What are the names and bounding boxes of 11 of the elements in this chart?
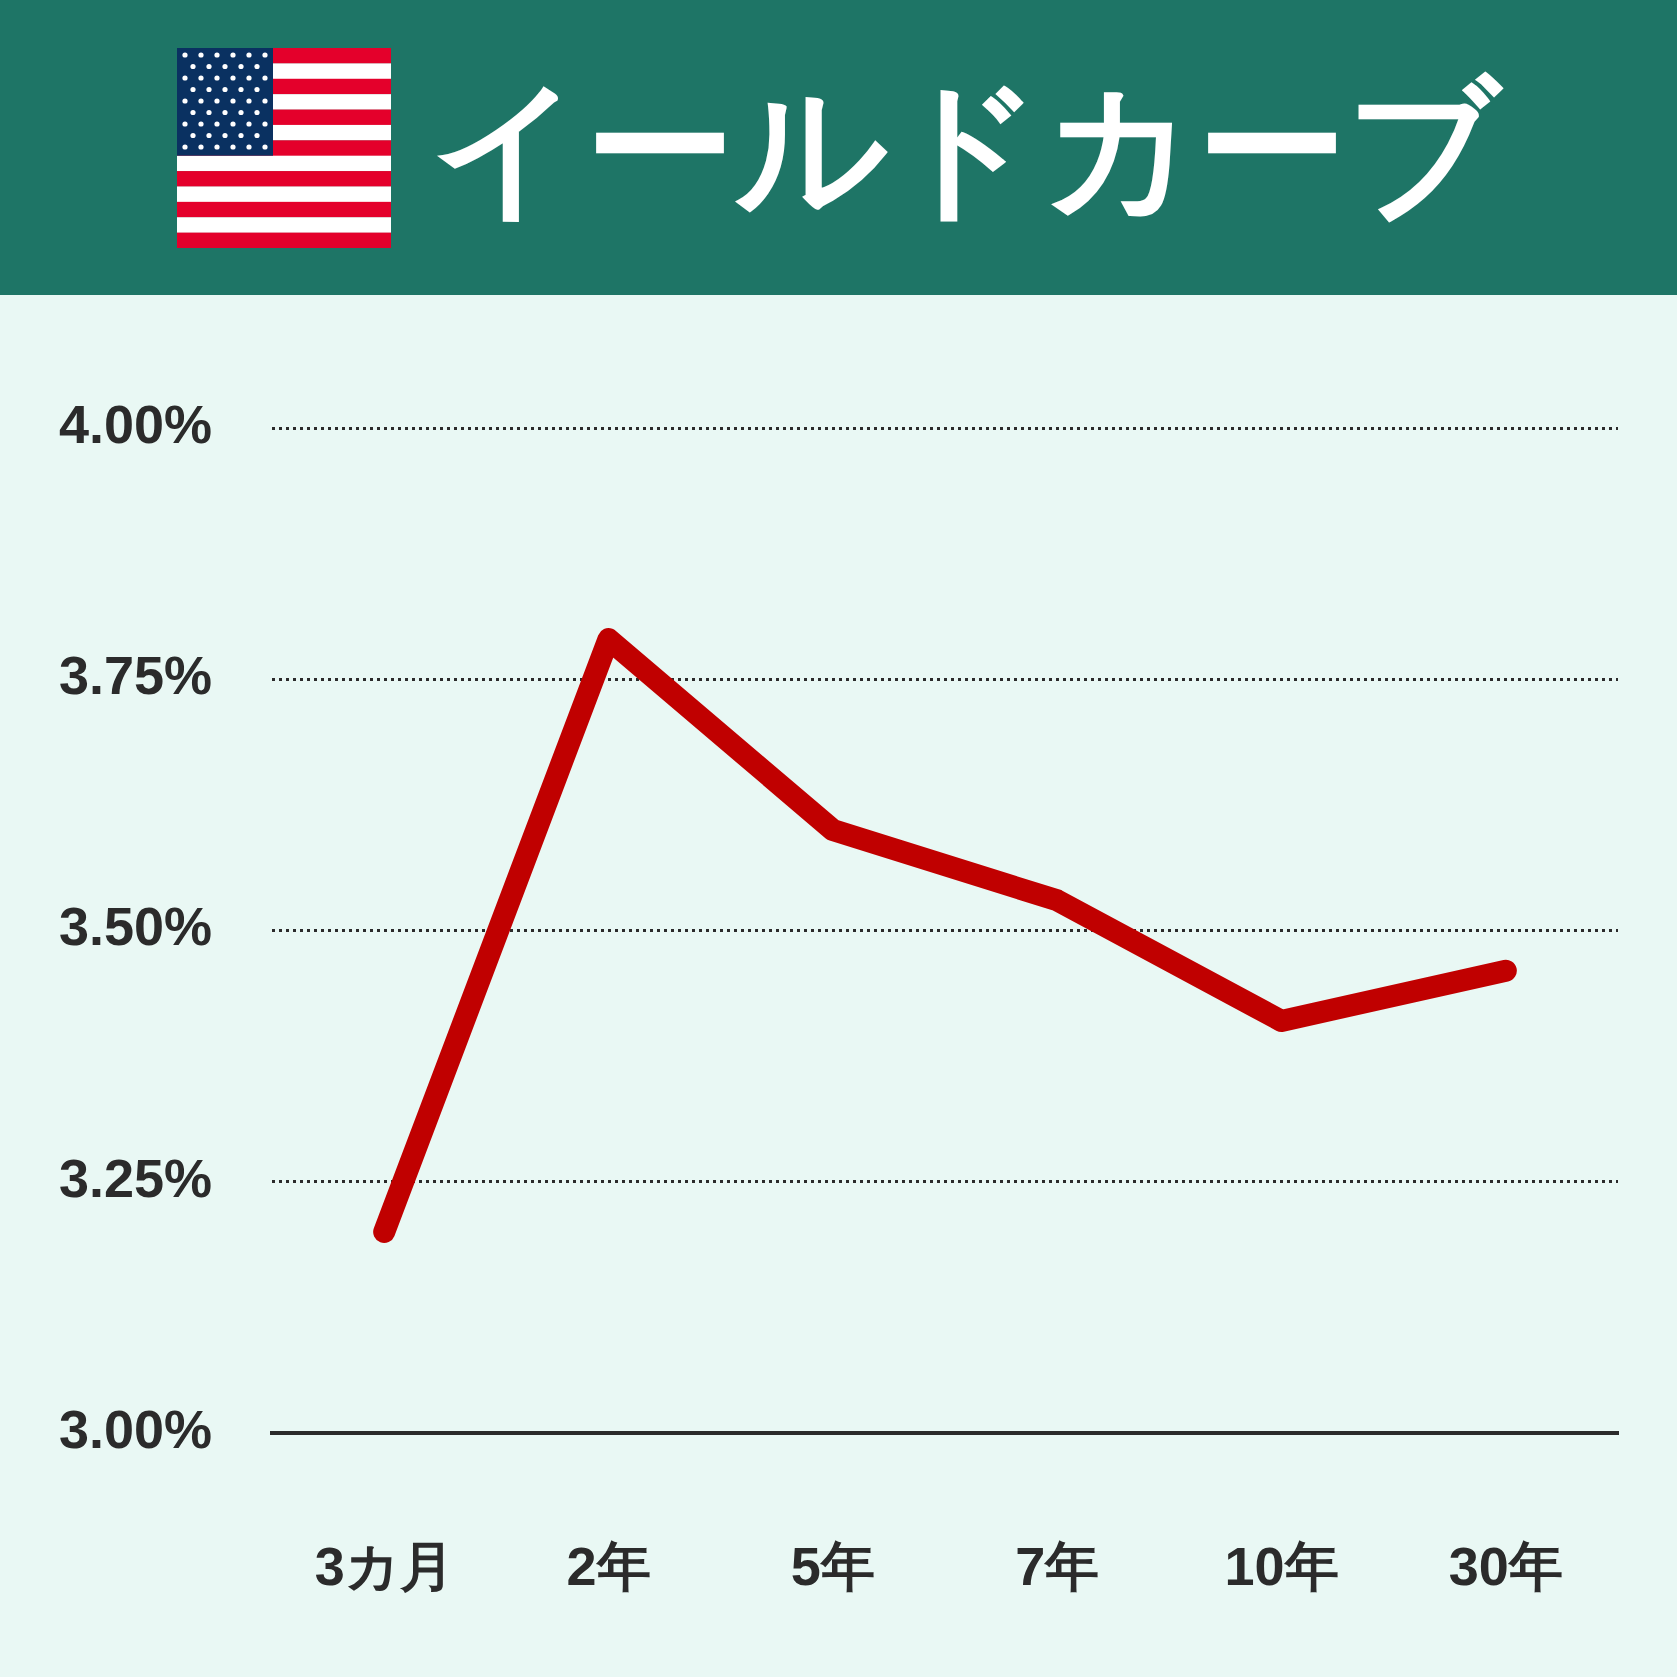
x-tick-label: 7年 [1015,1536,1100,1597]
y-tick-label: 3.75% [58,645,212,706]
x-tick-label: 5年 [790,1536,875,1597]
y-tick-label: 4.00% [58,393,212,454]
y-tick-label: 3.50% [58,896,212,957]
y-tick-label: 3.25% [58,1147,212,1208]
y-tick-label: 3.00% [58,1398,212,1459]
x-tick-label: 3カ月 [314,1536,454,1597]
x-tick-label: 30年 [1448,1536,1563,1597]
x-tick-label: 10年 [1224,1536,1339,1597]
x-tick-label: 2年 [566,1536,651,1597]
